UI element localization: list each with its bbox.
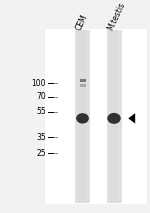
Bar [110,30,118,203]
Bar [75,30,90,203]
Ellipse shape [107,113,121,124]
Bar [45,29,147,204]
Ellipse shape [76,113,89,124]
Bar [78,30,87,203]
Text: 70: 70 [36,92,46,101]
Polygon shape [128,113,135,124]
Text: 35: 35 [36,133,46,142]
Text: CEM: CEM [74,13,90,32]
Text: 100: 100 [31,79,46,88]
Bar [106,30,122,203]
Text: 55: 55 [36,107,46,116]
Bar [80,79,86,82]
Text: M.testis: M.testis [106,1,127,32]
Bar [80,85,86,87]
Text: 25: 25 [36,149,46,158]
